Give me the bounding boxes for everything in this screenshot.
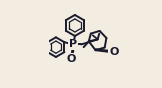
Text: O: O [109,47,119,57]
Text: P: P [69,39,77,49]
Text: O: O [67,54,76,64]
